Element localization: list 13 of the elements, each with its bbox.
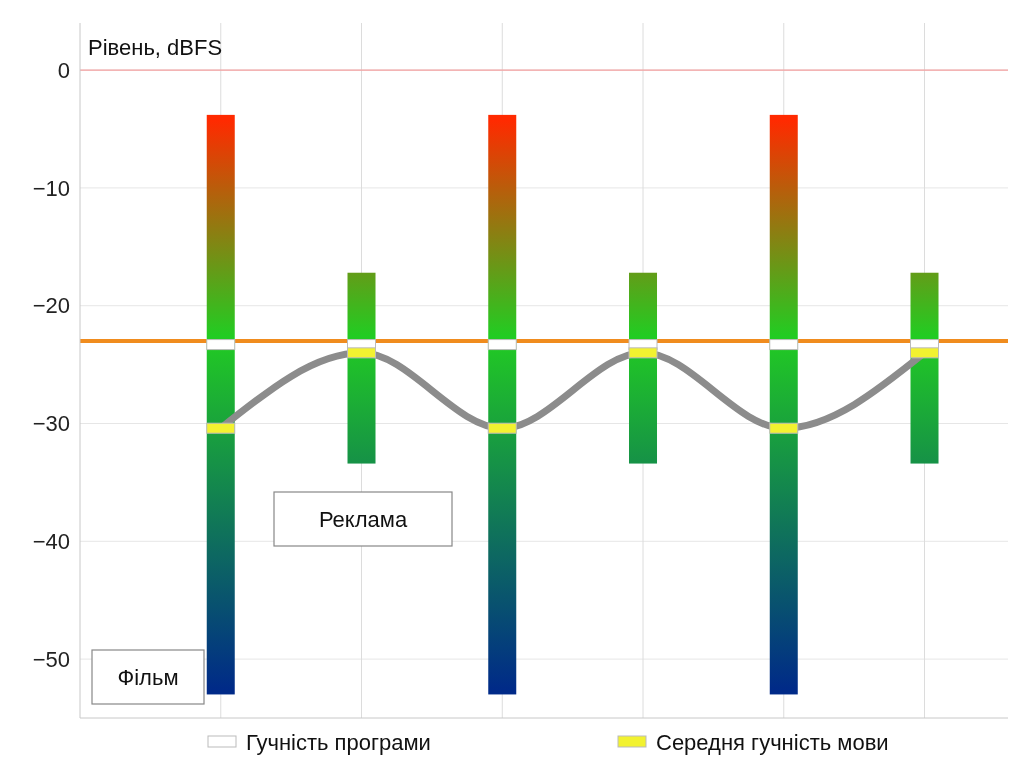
y-tick-label: −40 xyxy=(32,529,70,555)
y-axis-title: Рівень, dBFS xyxy=(88,35,223,60)
annotation: Фільм xyxy=(117,664,179,690)
text-box: Реклама xyxy=(273,491,453,547)
text-box: Фільм xyxy=(91,649,205,705)
y-tick-label: −10 xyxy=(32,175,70,201)
legend-label: Гучність програми xyxy=(246,729,431,755)
legend-label: Середня гучність мови xyxy=(656,729,889,755)
y-tick-label: 0 xyxy=(57,57,70,83)
y-tick-label: −20 xyxy=(32,293,70,319)
y-tick-label: −30 xyxy=(32,411,70,437)
y-tick-label: −50 xyxy=(32,646,70,672)
annotation: Реклама xyxy=(318,506,408,532)
